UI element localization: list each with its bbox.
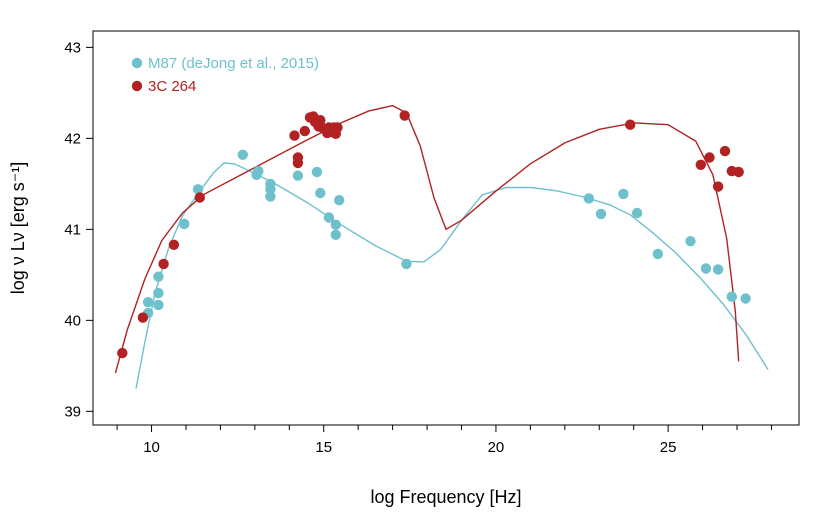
series-1-point bbox=[142, 297, 154, 308]
legend-label-1: M87 (deJong et al., 2015) bbox=[148, 55, 319, 72]
plot-area bbox=[92, 30, 800, 426]
series-curve-1 bbox=[135, 162, 769, 389]
series-1-point bbox=[315, 187, 326, 199]
y-tick-label: 42 bbox=[64, 130, 81, 147]
series-2-point bbox=[137, 312, 149, 323]
x-tick-label: 25 bbox=[660, 439, 677, 456]
x-axis-title: log Frequency [Hz] bbox=[370, 487, 521, 507]
y-tick-label: 39 bbox=[64, 403, 81, 420]
series-2-point bbox=[194, 192, 205, 203]
series-2-point bbox=[719, 145, 731, 157]
series-2-point bbox=[695, 159, 706, 170]
series-1-point bbox=[237, 149, 248, 160]
y-tick-label: 43 bbox=[64, 39, 81, 56]
series-1-point bbox=[618, 188, 629, 200]
series-2-point bbox=[733, 166, 744, 178]
series-2-point bbox=[158, 258, 169, 270]
series-2-point bbox=[332, 122, 343, 133]
series-2-point bbox=[399, 110, 410, 121]
x-tick-label: 20 bbox=[488, 439, 505, 456]
series-1-point bbox=[700, 263, 712, 274]
series-1-point bbox=[685, 236, 696, 247]
data-points bbox=[117, 110, 751, 359]
y-tick-label: 41 bbox=[64, 221, 81, 238]
series-1-point bbox=[652, 248, 663, 260]
series-1-point bbox=[401, 258, 412, 270]
series-2-point bbox=[704, 152, 715, 163]
series-2-point bbox=[168, 239, 180, 250]
series-1-point bbox=[631, 207, 643, 219]
series-1-point bbox=[583, 193, 595, 204]
legend-marker-1 bbox=[131, 57, 143, 69]
series-1-point bbox=[292, 170, 304, 181]
series-1-point bbox=[265, 191, 276, 202]
y-tick-label: 40 bbox=[64, 312, 81, 329]
series-1-point bbox=[153, 299, 164, 311]
series-1-point bbox=[311, 166, 323, 178]
series-1-point bbox=[330, 229, 341, 240]
series-1-point bbox=[740, 293, 751, 304]
series-curve-2 bbox=[114, 104, 740, 374]
y-axis-title: log ν Lν [erg s⁻¹] bbox=[8, 162, 28, 295]
x-tick-label: 15 bbox=[315, 439, 332, 456]
series-1-point bbox=[330, 219, 341, 230]
series-2-point bbox=[299, 125, 310, 137]
series-1-point bbox=[712, 264, 724, 275]
series-1-point bbox=[726, 291, 737, 302]
legend-marker-2 bbox=[131, 80, 143, 92]
series-1-point bbox=[265, 178, 276, 190]
series-2-point bbox=[292, 152, 304, 163]
series-1-point bbox=[334, 195, 345, 206]
legend-label-2: 3C 264 bbox=[148, 78, 196, 95]
legend: M87 (deJong et al., 2015) 3C 264 bbox=[131, 55, 319, 95]
series-1-point bbox=[153, 271, 164, 282]
series-2-point bbox=[289, 130, 300, 141]
series-1-point bbox=[253, 165, 264, 177]
x-axis: 10 15 20 25 bbox=[116, 425, 772, 456]
series-1-point bbox=[323, 212, 335, 223]
model-curves bbox=[114, 104, 769, 389]
series-2-point bbox=[712, 181, 724, 192]
series-1-point bbox=[153, 287, 164, 299]
x-tick-label: 10 bbox=[143, 439, 160, 456]
series-1-point bbox=[179, 218, 190, 230]
series-2-point bbox=[117, 347, 128, 359]
series-1-point bbox=[595, 208, 607, 220]
series-1-point bbox=[192, 184, 204, 195]
y-axis: 39 40 41 42 43 bbox=[64, 39, 93, 420]
series-2-point bbox=[625, 119, 636, 130]
